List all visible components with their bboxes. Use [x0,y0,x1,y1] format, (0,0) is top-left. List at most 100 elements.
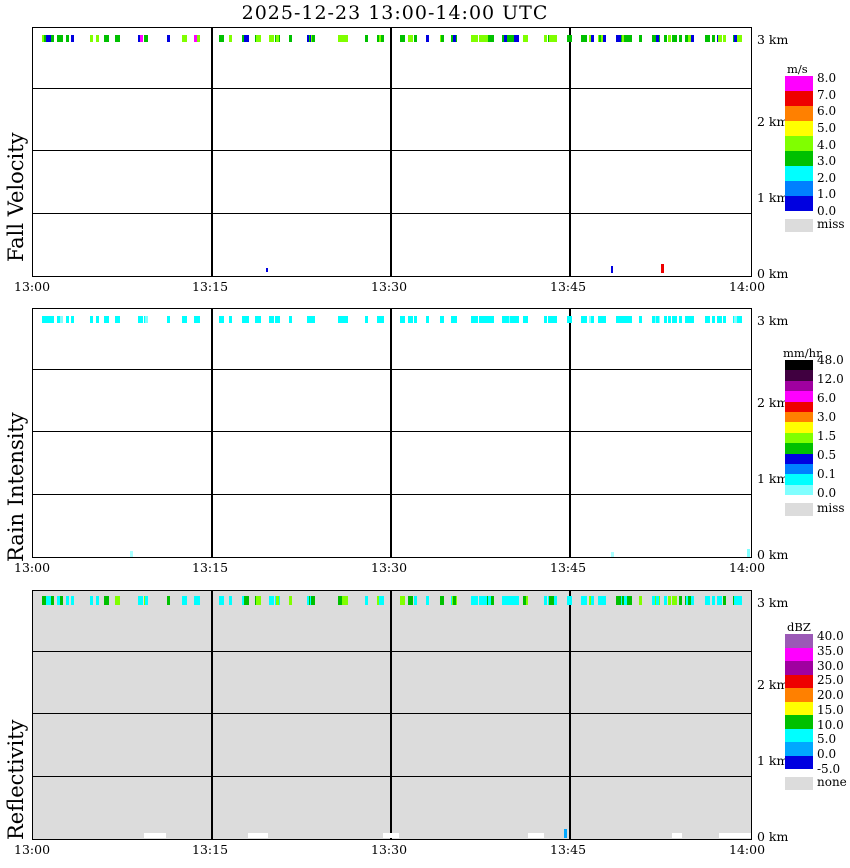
colorbar-tick-label: 4.0 [817,137,837,152]
data-pixel-reflectivity [167,596,170,605]
data-pixel-fall-velocity [400,35,405,42]
data-pixel-rain-intensity [737,316,742,323]
data-pixel-rain-intensity [652,316,657,323]
gridline-1315 [211,28,213,276]
data-pixel-fall-velocity [549,35,554,42]
data-pixel-fall-velocity [719,35,722,42]
data-pixel-rain-intensity [668,316,671,323]
colorbar-swatch [785,411,813,423]
data-pixel-rain-intensity [603,316,606,323]
data-pixel-reflectivity [482,596,487,605]
xtick-1330: 13:30 [371,842,408,857]
data-pixel-rain-intensity [624,316,629,323]
data-pixel-rain-intensity [601,316,604,323]
data-pixel-fall-velocity [244,35,249,42]
data-pixel-surface-clutter [144,833,166,838]
data-pixel-fall-velocity [182,35,187,42]
data-pixel-fall-velocity [691,35,694,42]
data-pixel-rain-intensity [57,316,60,323]
panel-label-fall-velocity: Fall Velocity [4,132,28,262]
gridline-2km [33,369,751,370]
ytick-0km: 0 km [757,829,789,844]
data-pixel-reflectivity [194,596,197,605]
data-pixel-fall-velocity [664,35,667,42]
gridline-05km [33,776,751,777]
data-pixel-reflectivity [104,596,109,605]
data-pixel-fall-velocity [269,35,274,42]
colorbar-missing-label: none [817,775,847,789]
data-pixel-rain-intensity [256,316,261,323]
data-pixel-reflectivity [229,596,232,605]
data-pixel-reflectivity [479,596,482,605]
data-pixel-rain-intensity [90,316,93,323]
data-pixel-reflectivity [381,596,384,605]
data-pixel-rain-intensity [479,316,482,323]
colorbar-tick-label: 5.0 [817,120,837,135]
data-pixel-rain-intensity [482,316,487,323]
data-pixel-surface-clutter [672,833,682,838]
data-pixel-reflectivity [567,596,572,605]
data-pixel-reflectivity [60,596,63,605]
ytick-2km: 2 km [757,395,789,410]
data-pixel-rain-intensity [584,316,587,323]
data-pixel-fall-velocity [523,35,526,42]
data-pixel-surface-fall-velocity [266,268,268,272]
gridline-1345 [569,309,571,557]
colorbar-swatch [785,106,813,121]
data-pixel-reflectivity [603,596,606,605]
data-pixel-reflectivity [244,596,249,605]
data-pixel-reflectivity [400,596,405,605]
data-pixel-fall-velocity [639,35,642,42]
data-pixel-reflectivity [242,596,245,605]
colorbar-tick-label: 25.0 [817,673,844,688]
data-pixel-reflectivity [71,596,74,605]
colorbar-swatches [785,76,813,211]
data-pixel-reflectivity [514,596,519,605]
colorbar-tick-label: 20.0 [817,688,844,703]
data-pixel-rain-intensity [523,316,526,323]
data-pixel-reflectivity [276,596,279,605]
data-pixel-rain-intensity [589,316,592,323]
data-pixel-rain-intensity [71,316,74,323]
colorbar-tick-label: 15.0 [817,702,844,717]
data-pixel-rain-intensity [712,316,715,323]
data-pixel-fall-velocity [591,35,594,42]
data-pixel-rain-intensity [269,316,274,323]
colorbar-tick-label: 12.0 [817,372,844,387]
data-pixel-rain-intensity [567,316,572,323]
data-pixel-surface-fall-velocity [661,264,664,273]
data-pixel-reflectivity [589,596,592,605]
xtick-1330: 13:30 [371,560,408,575]
data-pixel-surface-clutter [719,833,751,838]
gridline-1315 [211,591,213,839]
data-pixel-fall-velocity [686,35,689,42]
data-pixel-fall-velocity [426,35,429,42]
data-pixel-fall-velocity [712,35,715,42]
gridline-05km [33,494,751,495]
colorbar-swatch [785,474,813,485]
xtick-1315: 13:15 [192,560,229,575]
data-pixel-fall-velocity [219,35,224,42]
data-pixel-rain-intensity [591,316,594,323]
data-pixel-fall-velocity [652,35,657,42]
xtick-1300: 13:00 [14,560,51,575]
colorbar-swatch [785,360,813,371]
colorbar-swatch [785,432,813,444]
data-pixel-reflectivity [96,596,99,605]
panel-label-rain-intensity: Rain Intensity [4,412,28,562]
data-pixel-fall-velocity [377,35,380,42]
xtick-1345: 13:45 [550,842,587,857]
gridline-1330 [390,28,392,276]
colorbar-tick-label: 0.0 [817,486,837,501]
data-pixel-fall-velocity [312,35,315,42]
data-pixel-fall-velocity [514,35,519,42]
data-pixel-reflectivity [616,596,621,605]
data-pixel-rain-intensity [705,316,710,323]
data-pixel-fall-velocity [408,35,413,42]
data-pixel-reflectivity [256,596,261,605]
data-pixel-rain-intensity [453,316,456,323]
data-pixel-rain-intensity [622,316,625,323]
data-pixel-surface-clutter [248,833,268,838]
colorbar-swatches [785,360,813,496]
